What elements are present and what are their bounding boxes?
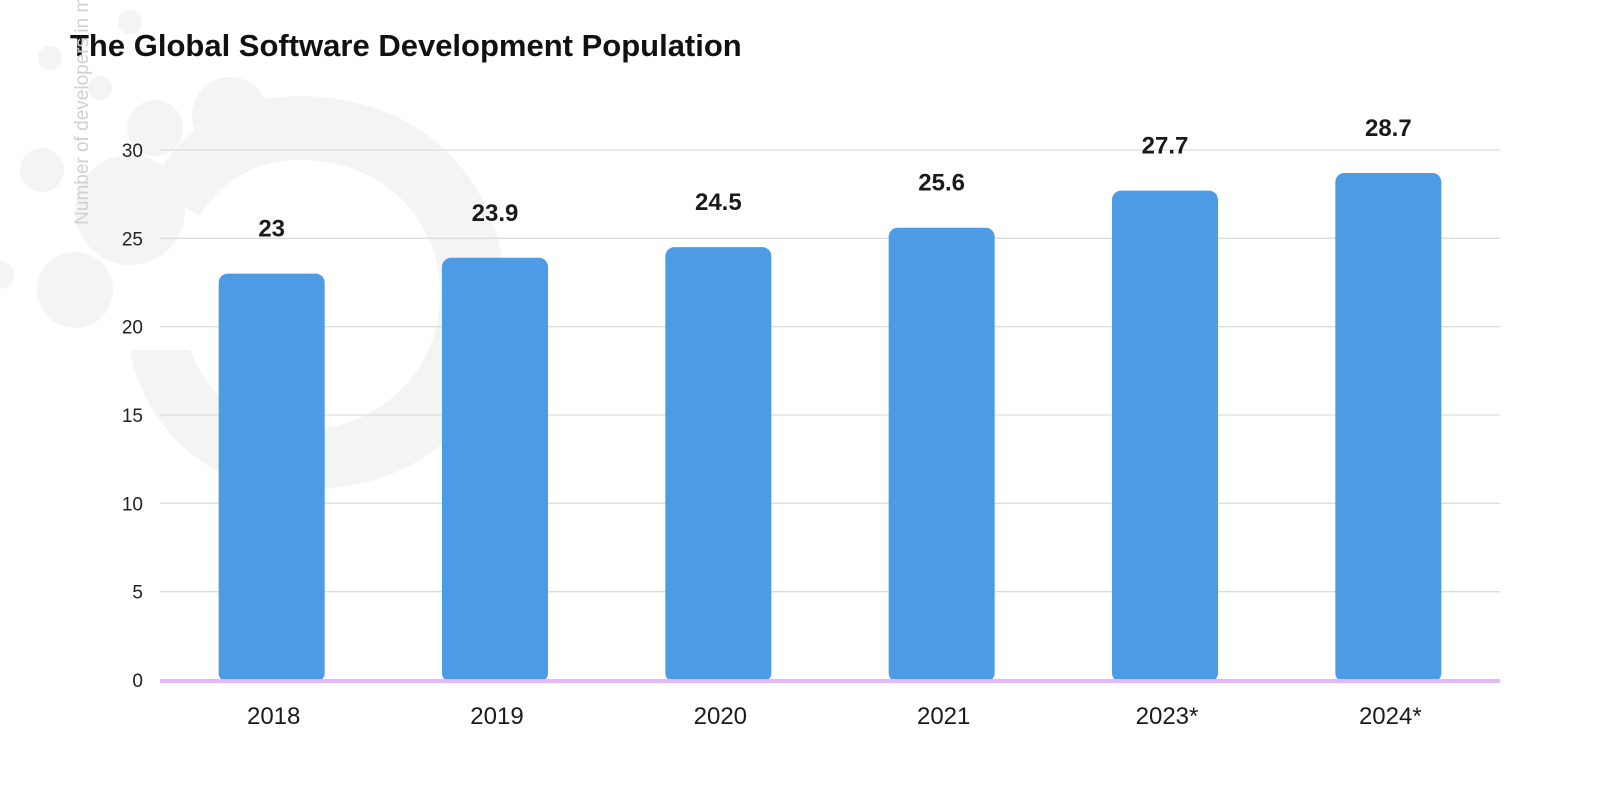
y-tick-label: 0 [132,671,143,692]
y-axis-label: Number of developers in millions [72,0,93,225]
data-labels: 23 23.9 24.5 25.6 27.7 28.7 [258,115,1411,243]
x-tick-label: 2018 [247,703,300,730]
y-tick-label: 5 [132,583,143,604]
bar [888,227,995,682]
data-label: 25.6 [918,170,965,197]
bar [1335,172,1442,682]
bar [1112,190,1218,682]
x-axis-ticks: 2018 2019 2020 2021 2023* 2024* [247,703,1422,730]
y-tick-label: 30 [122,141,143,162]
x-tick-label: 2024* [1359,703,1422,730]
data-label: 27.7 [1142,133,1189,160]
gridlines [160,149,1500,593]
x-tick-label: 2020 [694,703,747,730]
y-tick-label: 25 [122,229,143,250]
data-label: 28.7 [1365,115,1412,142]
y-axis-ticks: 0 5 10 15 20 25 30 [122,141,143,692]
x-tick-label: 2019 [470,703,523,730]
x-tick-label: 2023* [1136,703,1199,730]
bars [218,172,1442,682]
bar [665,247,772,682]
x-tick-label: 2021 [917,703,970,730]
y-tick-label: 15 [122,406,143,427]
bar [442,257,548,682]
data-label: 24.5 [695,189,742,216]
chart-title: The Global Software Development Populati… [70,28,742,63]
data-label: 23.9 [472,200,519,227]
y-tick-label: 20 [122,318,143,339]
data-label: 23 [258,216,285,243]
bar [218,273,325,682]
y-tick-label: 10 [122,494,143,515]
